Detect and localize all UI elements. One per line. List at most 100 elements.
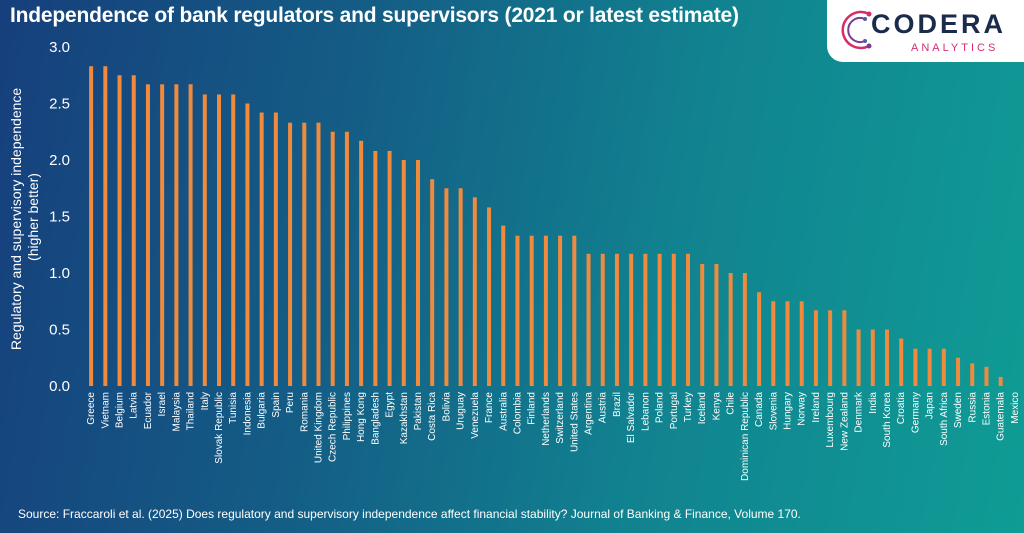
- y-axis-label: Regulatory and supervisory independence …: [8, 84, 41, 350]
- x-tick-label: Austria: [598, 392, 609, 424]
- bar: [600, 253, 605, 386]
- bar: [202, 94, 207, 387]
- x-tick-label: Tunisia: [228, 392, 239, 424]
- bar: [899, 338, 904, 386]
- x-tick-label: Colombia: [512, 392, 523, 435]
- x-tick-label: Chile: [726, 392, 737, 415]
- x-tick-label: Kazakhstan: [399, 392, 410, 444]
- x-tick-label: Peru: [285, 392, 296, 413]
- x-tick-label: Egypt: [385, 392, 396, 418]
- x-tick-label: Pakistan: [413, 392, 424, 430]
- bar: [970, 363, 975, 386]
- bar: [288, 122, 293, 387]
- bar: [117, 75, 122, 386]
- x-tick-label: Netherlands: [541, 392, 552, 446]
- bar: [984, 366, 989, 386]
- bar: [160, 84, 165, 386]
- bar: [373, 150, 378, 386]
- bar: [856, 329, 861, 386]
- bar: [700, 263, 705, 386]
- bar: [884, 329, 889, 386]
- bar: [529, 235, 534, 386]
- x-tick-label: Sweden: [953, 392, 964, 428]
- x-tick-label: Venezuela: [470, 392, 481, 439]
- source-note: Source: Fraccaroli et al. (2025) Does re…: [18, 507, 801, 521]
- x-tick-label: Greece: [86, 392, 97, 425]
- bar: [472, 197, 477, 386]
- y-axis-ticks: 0.0 0.5 1.0 1.5 2.0 2.5 3.0: [49, 39, 70, 395]
- x-tick-label: Guatemala: [996, 392, 1007, 441]
- x-tick-label: South Korea: [882, 392, 893, 448]
- x-tick-label: Indonesia: [242, 392, 253, 436]
- y-tick-label: 0.0: [49, 378, 70, 395]
- bar: [927, 348, 932, 386]
- y-axis-label-line-1: Regulatory and supervisory independence: [8, 88, 24, 350]
- x-tick-label: Luxembourg: [825, 392, 836, 448]
- x-tick-label: Philippines: [342, 392, 353, 440]
- bar: [131, 75, 136, 386]
- y-axis-label-line-2: (higher better): [25, 173, 41, 261]
- bar: [572, 235, 577, 386]
- bar: [842, 310, 847, 386]
- bar: [757, 292, 762, 386]
- x-tick-label: Israel: [157, 392, 168, 416]
- bar: [586, 253, 591, 386]
- bar: [686, 253, 691, 386]
- x-tick-label: Czech Republic: [328, 392, 339, 462]
- bar: [742, 273, 747, 386]
- x-tick-label: India: [868, 392, 879, 414]
- bar: [998, 376, 1003, 386]
- x-axis-labels: Greece Vietnam Belgium Latvia Ecuador Israel M…: [86, 391, 1021, 481]
- x-tick-label: Australia: [498, 392, 509, 431]
- bar: [401, 160, 406, 386]
- bar: [458, 188, 463, 386]
- x-tick-label: Ireland: [811, 392, 822, 423]
- y-tick-label: 3.0: [49, 39, 70, 56]
- bar: [487, 207, 492, 386]
- bar: [614, 253, 619, 386]
- x-tick-label: Iceland: [697, 392, 708, 424]
- bar: [316, 122, 321, 387]
- bar: [245, 103, 250, 386]
- x-tick-label: Switzerland: [555, 392, 566, 444]
- bar: [956, 357, 961, 386]
- codera-logo: CODERA ANALYTICS: [827, 0, 1024, 62]
- bar: [174, 84, 179, 386]
- x-tick-label: Estonia: [981, 392, 992, 426]
- x-tick-label: Canada: [754, 392, 765, 427]
- bar: [941, 348, 946, 386]
- bar: [444, 188, 449, 386]
- x-tick-label: El Salvador: [626, 391, 637, 443]
- x-tick-label: Lebanon: [640, 392, 651, 431]
- bar: [273, 112, 278, 386]
- x-tick-label: Malaysia: [171, 392, 182, 432]
- bar: [430, 179, 435, 386]
- bar: [728, 273, 733, 386]
- bar: [145, 84, 150, 386]
- x-tick-label: Brazil: [612, 392, 623, 417]
- bar: [657, 253, 662, 386]
- x-tick-label: Bulgaria: [257, 392, 268, 429]
- x-tick-label: Thailand: [186, 392, 197, 430]
- x-tick-label: Spain: [271, 392, 282, 418]
- bar: [415, 160, 420, 386]
- x-tick-label: Hong Kong: [356, 392, 367, 442]
- bar: [913, 348, 918, 386]
- x-tick-label: Ecuador: [143, 391, 154, 429]
- bar: [828, 310, 833, 386]
- bar: [188, 84, 193, 386]
- bar: [714, 263, 719, 386]
- x-tick-label: Croatia: [896, 392, 907, 425]
- bar: [501, 225, 506, 386]
- chart-title: Independence of bank regulators and supe…: [10, 4, 739, 27]
- x-tick-label: France: [484, 392, 495, 424]
- bar: [217, 94, 222, 387]
- bar: [870, 329, 875, 386]
- x-tick-label: Romania: [299, 392, 310, 432]
- bar: [629, 253, 634, 386]
- bar: [89, 66, 94, 387]
- codera-circuit-icon: [841, 10, 872, 50]
- y-tick-label: 0.5: [49, 322, 70, 339]
- bar: [330, 131, 335, 386]
- x-tick-label: Vietnam: [100, 392, 111, 429]
